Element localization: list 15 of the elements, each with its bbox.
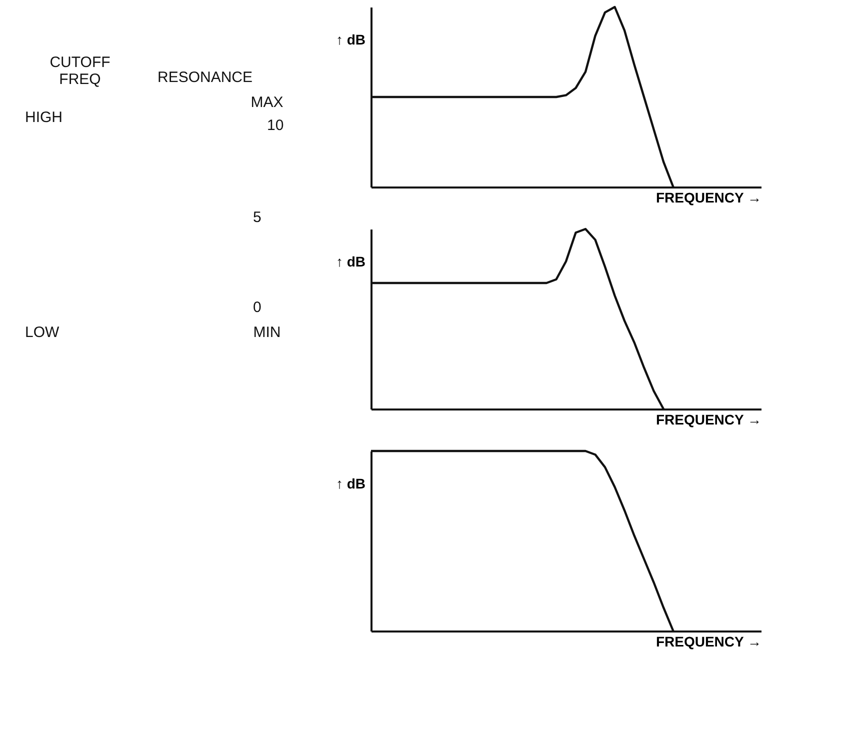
text: 10 <box>267 117 284 134</box>
x-axis-title: FREQUENCY → <box>656 190 762 206</box>
x-axis-title: FREQUENCY → <box>656 412 762 428</box>
text: 5 <box>253 209 262 226</box>
text: LOW <box>25 324 60 341</box>
text: 0 <box>253 299 262 316</box>
text: MAX <box>250 94 284 111</box>
y-axis-title: ↑ dB <box>336 476 366 492</box>
y-axis-title: ↑ dB <box>336 254 366 270</box>
y-axis-title: ↑ dB <box>336 32 366 48</box>
x-axis-title: FREQUENCY → <box>656 634 762 650</box>
text: HIGH <box>25 109 62 126</box>
text: RESONANCE <box>157 69 253 86</box>
text: MIN <box>253 324 281 341</box>
text: CUTOFF FREQ <box>50 54 110 88</box>
